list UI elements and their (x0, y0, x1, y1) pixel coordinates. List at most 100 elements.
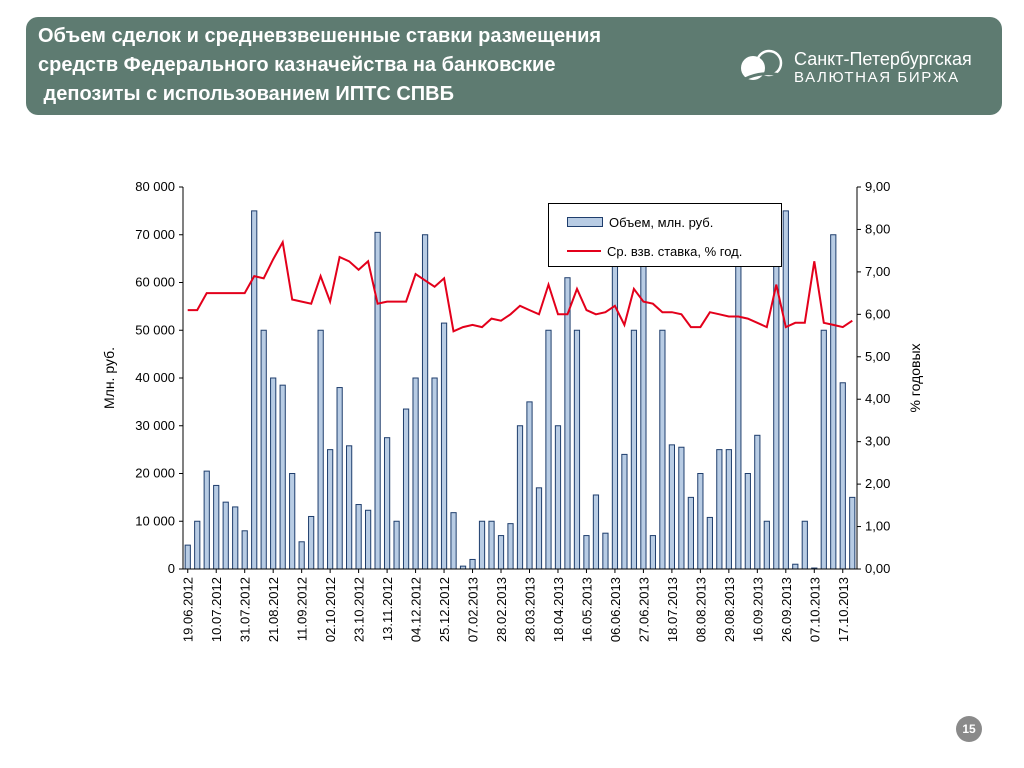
volume-bar (431, 377, 438, 570)
left-axis-tick-label: 20 000 (135, 466, 175, 481)
slide-title-line-3: депозиты с использованием ИПТС СПВБ (38, 83, 454, 105)
volume-bar (365, 509, 372, 570)
x-axis-tick-label: 26.09.2013 (779, 577, 794, 642)
x-axis-tick-label: 28.02.2013 (494, 577, 509, 642)
volume-bar (744, 473, 751, 570)
volume-bar (849, 496, 856, 570)
volume-bar (583, 535, 590, 570)
volume-bar (289, 473, 296, 570)
volume-bar (194, 520, 201, 570)
legend-line-swatch (567, 250, 601, 252)
volume-bar (355, 504, 362, 570)
left-axis-tick-label: 50 000 (135, 322, 175, 337)
volume-bar (564, 277, 571, 570)
right-axis-tick-label: 5,00 (865, 349, 890, 364)
volume-bar (279, 384, 286, 570)
volume-bar (545, 329, 552, 570)
volume-bar (773, 258, 780, 570)
x-axis-tick-label: 27.06.2013 (636, 577, 651, 642)
volume-bar (507, 523, 514, 570)
volume-bar (830, 234, 837, 570)
volume-bar (298, 541, 305, 570)
left-axis-tick-label: 80 000 (135, 179, 175, 194)
x-axis-ticks: 19.06.2012 10.07.2012 31.07.2012 21.08.2012… (181, 569, 851, 642)
x-axis-tick-label: 06.06.2013 (608, 577, 623, 642)
right-axis-title: % годовых (907, 343, 923, 412)
right-axis-tick-label: 4,00 (865, 391, 890, 406)
volume-bar (621, 453, 628, 570)
logo-text-line-2: ВАЛЮТНАЯ БИРЖА (794, 69, 960, 86)
x-axis-tick-label: 18.07.2013 (665, 577, 680, 642)
volume-bar (184, 544, 191, 570)
x-axis-tick-label: 28.03.2013 (522, 577, 537, 642)
volume-bar (630, 329, 638, 570)
page-number-badge: 15 (956, 716, 982, 742)
x-axis-tick-label: 18.04.2013 (551, 577, 566, 642)
volume-bar (697, 473, 704, 570)
volume-bar (678, 446, 685, 570)
volume-bar (383, 437, 391, 570)
volume-bar (649, 535, 657, 570)
right-axis-tick-label: 1,00 (865, 519, 890, 534)
x-axis-tick-label: 07.10.2013 (807, 577, 822, 642)
volume-bar (792, 563, 799, 570)
volume-bar (573, 329, 581, 570)
volume-bar (535, 487, 543, 570)
right-axis-tick-label: 7,00 (865, 264, 890, 279)
left-axis-tick-label: 70 000 (135, 227, 175, 242)
left-axis-tick-label: 0 (168, 561, 175, 576)
volume-bar (763, 520, 770, 570)
right-axis-tick-label: 8,00 (865, 221, 890, 236)
x-axis-tick-label: 19.06.2012 (181, 577, 196, 642)
volume-bar (346, 445, 353, 570)
volume-bar (402, 408, 410, 570)
left-axis-tick-label: 10 000 (135, 513, 175, 528)
volume-bar (497, 535, 505, 570)
volume-bar (735, 258, 742, 570)
volume-bar (754, 434, 761, 570)
volume-bar (317, 329, 324, 570)
legend-label-rate: Ср. взв. ставка, % год. (607, 243, 743, 259)
volume-bar (554, 425, 562, 570)
volume-bar (450, 512, 457, 570)
volume-bar (839, 382, 846, 570)
volume-bar (526, 401, 533, 570)
volume-bar (440, 322, 448, 570)
spvb-logo: Санкт-Петербургская ВАЛЮТНАЯ БИРЖА (739, 45, 989, 89)
right-axis-tick-label: 0,00 (865, 561, 890, 576)
left-axis-tick-label: 30 000 (135, 418, 175, 433)
legend-bar-swatch (567, 217, 603, 227)
volume-bar (659, 329, 666, 570)
x-axis-tick-label: 11.09.2012 (295, 577, 310, 641)
x-axis-tick-label: 13.11.2012 (380, 577, 395, 641)
slide-title-line-2: средств Федерального казначейства на бан… (38, 54, 556, 76)
volume-bar (725, 449, 732, 570)
spvb-logo-icon (741, 49, 783, 81)
volume-bar (213, 484, 220, 570)
volume-bar (469, 558, 476, 570)
x-axis-tick-label: 16.05.2013 (579, 577, 594, 642)
legend-label-volume: Объем, млн. руб. (609, 214, 714, 230)
right-axis-tick-label: 9,00 (865, 179, 890, 194)
x-axis-tick-label: 08.08.2013 (693, 577, 708, 642)
left-axis-tick-label: 60 000 (135, 275, 175, 290)
left-axis-title: Млн. руб. (101, 347, 117, 409)
volume-bar (687, 496, 694, 570)
volume-bar (222, 501, 229, 570)
logo-text-line-1: Санкт-Петербургская (794, 49, 972, 69)
x-axis-tick-label: 16.09.2013 (750, 577, 765, 642)
x-axis-tick-label: 29.08.2013 (722, 577, 737, 642)
x-axis-tick-label: 21.08.2012 (266, 577, 281, 642)
volume-bar (782, 210, 789, 570)
volume-bar (478, 520, 486, 570)
x-axis-tick-label: 25.12.2012 (437, 577, 452, 642)
volume-bar (308, 515, 315, 570)
x-axis-tick-label: 04.12.2012 (409, 577, 424, 642)
volume-bar (668, 444, 675, 570)
volume-bar (393, 520, 400, 570)
volume-bar (251, 210, 258, 570)
volume-bar (602, 532, 609, 570)
right-axis-tick-label: 2,00 (865, 476, 890, 491)
volume-bar (327, 449, 334, 570)
